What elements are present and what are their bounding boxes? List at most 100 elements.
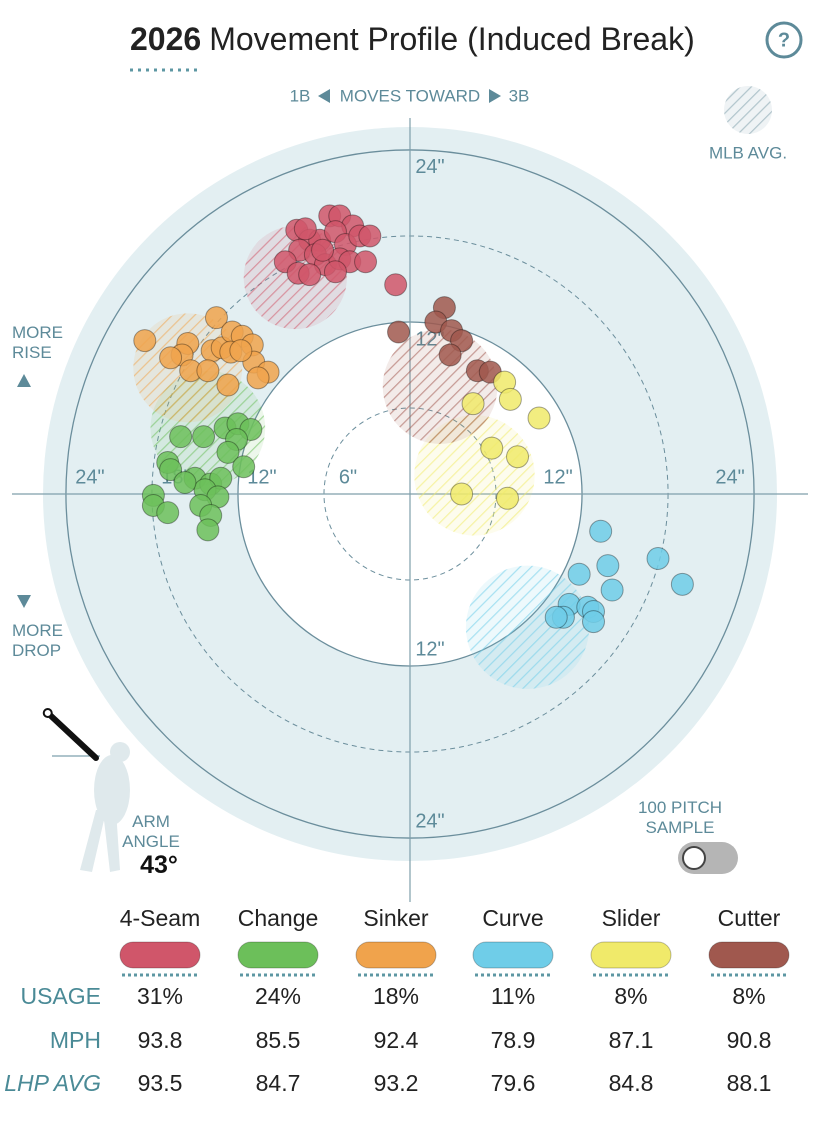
pitch-point xyxy=(159,458,183,482)
pitch-point xyxy=(646,547,670,571)
arm xyxy=(44,709,99,761)
pitch-point xyxy=(246,366,270,390)
pitch-point xyxy=(544,605,568,629)
help-circle[interactable] xyxy=(765,21,803,59)
pitch-point xyxy=(216,440,240,464)
pitch-point xyxy=(196,359,220,383)
pitch-name: Change xyxy=(238,905,319,931)
pitch-swatch xyxy=(237,941,319,969)
pitch-point xyxy=(323,260,347,284)
pitch-point xyxy=(387,320,411,344)
lhp-avg: 79.6 xyxy=(491,1070,536,1096)
x-tick-label: 24" xyxy=(715,466,744,488)
lhp-avg: 88.1 xyxy=(727,1070,772,1096)
more-drop: MORE DROP xyxy=(12,621,63,660)
plot: 24"18"12"6"12"24"24"12"12"24"MLB AVG. xyxy=(12,86,808,902)
title: 2026 Movement Profile (Induced Break) xyxy=(130,21,695,57)
x-tick-label: 6" xyxy=(339,466,357,488)
pitch-point xyxy=(506,445,530,469)
usage: 31% xyxy=(137,983,183,1009)
ball xyxy=(42,707,53,718)
row-label: LHP AVG xyxy=(4,1070,101,1096)
arrow-up xyxy=(17,374,31,387)
arrow-down xyxy=(17,595,31,608)
x-tick-label: 12" xyxy=(247,466,276,488)
pitch-point xyxy=(311,238,335,262)
pitch-point xyxy=(527,406,551,430)
pitch-swatch xyxy=(355,941,437,969)
pitch-point xyxy=(384,273,408,297)
pitch-name: 4-Seam xyxy=(120,905,201,931)
y-tick-label: 24" xyxy=(415,156,444,178)
pitch-name: Slider xyxy=(602,905,661,931)
more-rise: MORE RISE xyxy=(12,323,63,362)
pitch-point xyxy=(196,518,220,542)
pitch-name: Curve xyxy=(482,905,543,931)
pitcher-body xyxy=(94,755,130,825)
pitch-point xyxy=(204,306,228,330)
toggle-knob[interactable] xyxy=(682,846,706,870)
lhp-avg: 93.2 xyxy=(374,1070,419,1096)
row-label: USAGE xyxy=(20,983,101,1009)
pitch-point xyxy=(133,329,157,353)
pitch-name: Cutter xyxy=(718,905,781,931)
mph: 85.5 xyxy=(256,1027,301,1053)
y-tick-label: 12" xyxy=(415,638,444,660)
pitch-point xyxy=(229,339,253,363)
pitch-point xyxy=(600,578,624,602)
pitch-swatch xyxy=(119,941,201,969)
lhp-avg: 93.5 xyxy=(138,1070,183,1096)
arrow-left xyxy=(318,89,330,103)
pitch-point xyxy=(438,343,462,367)
x-axis-middle: MOVES TOWARD xyxy=(340,86,480,105)
usage: 11% xyxy=(491,983,535,1009)
sample-toggle[interactable] xyxy=(678,842,738,874)
mph: 87.1 xyxy=(609,1027,654,1053)
pitch-point xyxy=(461,392,485,416)
pitch-point xyxy=(298,263,322,287)
pitcher-head xyxy=(110,742,130,762)
help-button[interactable]: ? xyxy=(765,21,803,59)
pitch-point xyxy=(156,501,180,525)
row-label: MPH xyxy=(50,1027,101,1053)
pitcher-legs xyxy=(80,810,120,872)
pitcher-figure xyxy=(52,742,130,872)
pitch-point xyxy=(582,610,605,634)
arm-angle-label: ARM ANGLE xyxy=(122,812,180,851)
lhp-avg: 84.7 xyxy=(256,1070,301,1096)
mlb-average xyxy=(382,329,498,444)
usage: 18% xyxy=(373,983,419,1009)
arrow-right xyxy=(489,89,501,103)
avg-legend-mark xyxy=(724,86,772,134)
title-year: 2026 xyxy=(130,21,201,57)
arm-angle-value: 43° xyxy=(140,851,178,879)
pitch-point xyxy=(480,436,504,460)
pitch-point xyxy=(216,373,240,397)
pitch-point xyxy=(589,519,613,543)
pitch-name: Sinker xyxy=(363,905,429,931)
x-tick-label: 24" xyxy=(75,466,104,488)
pitch-point xyxy=(169,425,193,449)
pitch-point xyxy=(450,482,474,506)
pitch-point xyxy=(232,455,256,479)
pitch-point xyxy=(173,471,197,495)
x-axis-right: 3B xyxy=(509,86,530,105)
pitch-point xyxy=(567,562,591,586)
help-icon[interactable]: ? xyxy=(778,29,790,51)
pitch-point xyxy=(358,224,382,248)
lhp-avg: 84.8 xyxy=(609,1070,654,1096)
avg-legend-label: MLB AVG. xyxy=(709,143,787,162)
pitch-point xyxy=(670,572,694,596)
pitch-point xyxy=(293,217,317,241)
mph: 92.4 xyxy=(374,1027,419,1053)
usage: 8% xyxy=(614,983,647,1009)
pitch-point xyxy=(159,346,183,370)
pitch-point xyxy=(192,425,216,449)
pitch-swatch xyxy=(472,941,554,969)
pitch-swatch xyxy=(590,941,672,969)
mlb-average xyxy=(465,565,590,689)
usage: 8% xyxy=(732,983,765,1009)
usage: 24% xyxy=(255,983,301,1009)
